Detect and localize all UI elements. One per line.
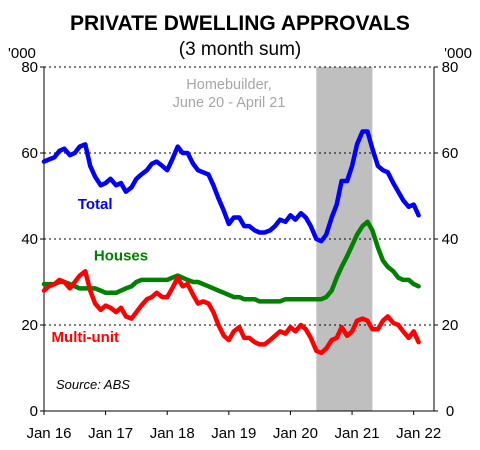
chart-title: PRIVATE DWELLING APPROVALS [70, 12, 410, 35]
y-tick-label-left: 0 [30, 403, 38, 420]
series-label-multi-unit: Multi-unit [52, 329, 119, 346]
axes: 0 0 20 20 40 40 60 60 80 80 Jan 16 Jan 17 Jan 18 Jan … [21, 59, 458, 442]
x-tick-label: Jan 20 [273, 425, 318, 442]
x-tick-label: Jan 21 [335, 425, 380, 442]
shade-label-line1: Homebuilder, [186, 77, 271, 93]
y-unit-right: '000 [444, 45, 472, 62]
y-unit-left: '000 [8, 45, 36, 62]
chart-subtitle: (3 month sum) [179, 39, 301, 60]
series-line-houses [41, 219, 421, 304]
y-tick-label-right: 0 [446, 403, 454, 420]
y-tick-label-right: 40 [442, 231, 459, 248]
series-label-houses: Houses [94, 248, 148, 265]
y-tick-label-right: 80 [442, 59, 459, 76]
y-tick-label-left: 80 [21, 59, 38, 76]
series-lines [41, 129, 421, 356]
y-tick-label-left: 40 [21, 231, 38, 248]
series-labels: Total Houses Multi-unit [52, 196, 149, 346]
x-tick-label: Jan 19 [211, 425, 256, 442]
x-tick-label: Jan 16 [26, 425, 71, 442]
y-tick-label-right: 20 [442, 317, 459, 334]
x-tick-label: Jan 22 [396, 425, 441, 442]
x-tick-label: Jan 18 [150, 425, 195, 442]
series-label-total: Total [78, 196, 113, 213]
x-tick-label: Jan 17 [88, 425, 133, 442]
series-line-total [41, 129, 421, 244]
y-tick-label-left: 20 [21, 317, 38, 334]
y-tick-label-right: 60 [442, 145, 459, 162]
shade-label-line2: June 20 - April 21 [173, 95, 286, 111]
series-line-multi-unit [41, 269, 421, 356]
source-note: Source: ABS [56, 377, 130, 392]
y-tick-label-left: 60 [21, 145, 38, 162]
